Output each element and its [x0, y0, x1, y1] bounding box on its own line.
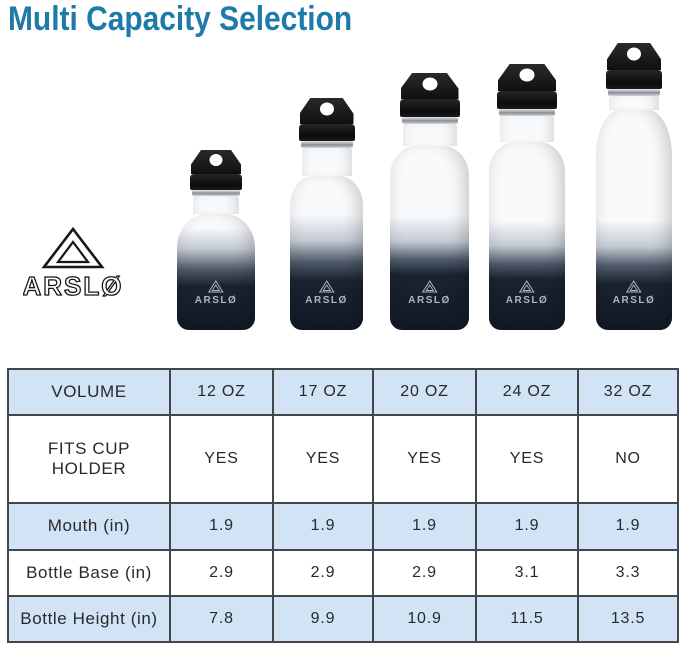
- bottle-32oz: ARSLØ: [596, 43, 672, 330]
- bottle-body: ARSLØ: [390, 146, 469, 330]
- bottle-wordmark: ARSLØ: [505, 295, 549, 306]
- bottle-brand-logo: ARSLØ: [613, 280, 656, 306]
- triangle-icon: [519, 280, 535, 293]
- cap-loop-icon: [400, 73, 459, 99]
- cup-holder-32oz: NO: [577, 414, 679, 505]
- base-24oz: 3.1: [475, 548, 579, 597]
- bottle-brand-logo: ARSLØ: [506, 280, 549, 306]
- cap-loop-icon: [607, 43, 661, 70]
- height-24oz: 11.5: [475, 594, 579, 644]
- cap-loop-icon: [191, 150, 241, 174]
- bottle-wordmark: ARSLØ: [305, 295, 348, 306]
- table-row-height: Bottle Height (in) 7.8 9.9 10.9 11.5 13.…: [7, 594, 679, 644]
- cap-hole: [627, 47, 641, 61]
- row-label-cup-holder: FITS CUP HOLDER: [7, 414, 171, 505]
- mouth-20oz: 1.9: [372, 502, 477, 551]
- bottle-body: ARSLØ: [290, 176, 363, 330]
- brand-triangle-icon: [41, 226, 105, 269]
- height-32oz: 13.5: [577, 594, 679, 644]
- bottle-cap: [606, 70, 662, 89]
- mouth-32oz: 1.9: [577, 502, 679, 551]
- cap-hole: [319, 102, 334, 116]
- steel-band: [300, 141, 353, 148]
- cup-holder-12oz: YES: [169, 414, 274, 505]
- cap-hole: [209, 154, 223, 167]
- table-row-base: Bottle Base (in) 2.9 2.9 2.9 3.1 3.3: [7, 548, 679, 597]
- bottle-neck: [301, 148, 352, 176]
- bottle-12oz: ARSLØ: [177, 150, 255, 330]
- row-label-height: Bottle Height (in): [7, 594, 171, 644]
- bottle-wordmark: ARSLØ: [612, 295, 656, 306]
- volume-17oz: 17 OZ: [272, 367, 374, 417]
- row-label-mouth: Mouth (in): [7, 502, 171, 551]
- mouth-17oz: 1.9: [272, 502, 374, 551]
- steel-band: [192, 190, 240, 196]
- base-20oz: 2.9: [372, 548, 477, 597]
- steel-band: [499, 109, 555, 116]
- bottle-20oz: ARSLØ: [390, 73, 469, 330]
- volume-32oz: 32 OZ: [577, 367, 679, 417]
- table-row-cup-holder: FITS CUP HOLDER YES YES YES YES NO: [7, 414, 679, 505]
- cap-hole: [519, 68, 535, 82]
- bottle-body: ARSLØ: [596, 110, 672, 330]
- brand-logo: ARSLØ: [18, 226, 128, 302]
- brand-wordmark-icon: ARSLØ: [23, 270, 123, 301]
- triangle-icon: [421, 280, 438, 293]
- row-label-volume: VOLUME: [7, 367, 171, 417]
- base-12oz: 2.9: [169, 548, 274, 597]
- brand-wordmark: ARSLØ: [23, 271, 123, 301]
- triangle-icon: [318, 280, 335, 293]
- base-32oz: 3.3: [577, 548, 679, 597]
- bottle-brand-logo: ARSLØ: [195, 280, 238, 306]
- mouth-12oz: 1.9: [169, 502, 274, 551]
- bottle-17oz: ARSLØ: [290, 98, 363, 330]
- cup-holder-17oz: YES: [272, 414, 374, 505]
- bottle-wordmark: ARSLØ: [194, 295, 238, 306]
- row-label-base: Bottle Base (in): [7, 548, 171, 597]
- steel-band: [401, 117, 458, 124]
- height-20oz: 10.9: [372, 594, 477, 644]
- triangle-icon: [626, 280, 642, 293]
- bottle-neck: [193, 196, 239, 214]
- mouth-24oz: 1.9: [475, 502, 579, 551]
- spec-table: VOLUME 12 OZ 17 OZ 20 OZ 24 OZ 32 OZ FIT…: [7, 367, 679, 644]
- cup-holder-20oz: YES: [372, 414, 477, 505]
- table-row-mouth: Mouth (in) 1.9 1.9 1.9 1.9 1.9: [7, 502, 679, 551]
- volume-12oz: 12 OZ: [169, 367, 274, 417]
- bottle-neck: [402, 124, 457, 146]
- bottle-cap: [190, 174, 242, 190]
- cup-holder-24oz: YES: [475, 414, 579, 505]
- height-12oz: 7.8: [169, 594, 274, 644]
- height-17oz: 9.9: [272, 594, 374, 644]
- bottle-cap: [497, 91, 557, 109]
- bottle-body: ARSLØ: [489, 142, 565, 330]
- bottle-brand-logo: ARSLØ: [305, 280, 348, 306]
- bottle-cap: [298, 124, 355, 141]
- table-row-volume: VOLUME 12 OZ 17 OZ 20 OZ 24 OZ 32 OZ: [7, 367, 679, 417]
- volume-20oz: 20 OZ: [372, 367, 477, 417]
- bottle-24oz: ARSLØ: [489, 64, 565, 330]
- bottle-cap: [399, 99, 460, 117]
- cap-loop-icon: [498, 64, 556, 91]
- bottle-neck: [500, 116, 554, 142]
- steel-band: [608, 89, 660, 96]
- bottle-neck: [609, 96, 659, 110]
- triangle-icon: [208, 280, 224, 293]
- page-title: Multi Capacity Selection: [8, 0, 353, 38]
- cap-hole: [422, 77, 437, 91]
- volume-24oz: 24 OZ: [475, 367, 579, 417]
- bottle-wordmark: ARSLØ: [408, 295, 451, 306]
- bottle-brand-logo: ARSLØ: [408, 280, 451, 306]
- bottle-body: ARSLØ: [177, 214, 255, 330]
- cap-loop-icon: [299, 98, 354, 124]
- base-17oz: 2.9: [272, 548, 374, 597]
